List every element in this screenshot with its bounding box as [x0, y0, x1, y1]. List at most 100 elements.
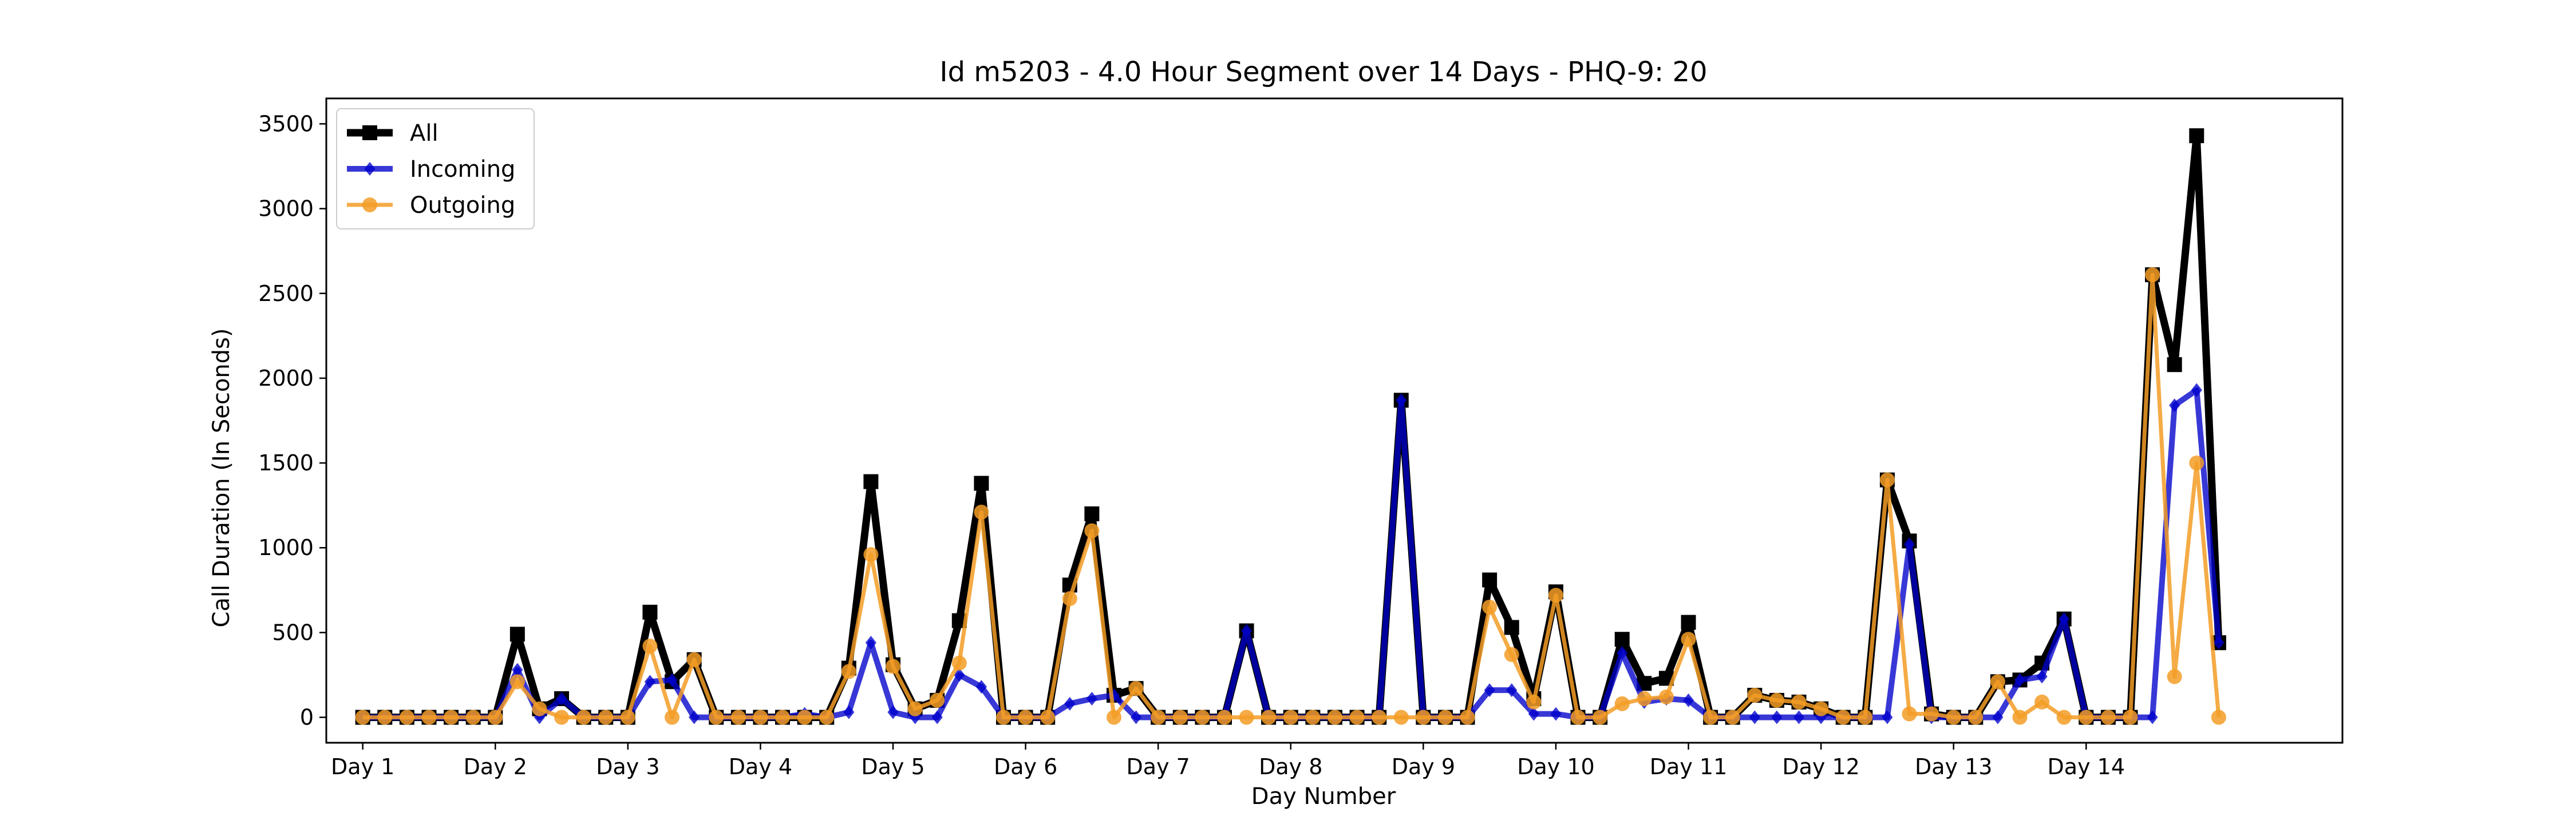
data-point	[1240, 624, 1253, 638]
data-point	[1990, 674, 2005, 690]
data-point	[1327, 710, 1342, 725]
data-point	[2167, 669, 2182, 684]
data-point	[2123, 710, 2138, 725]
x-tick-label: Day 1	[331, 754, 394, 779]
y-tick-label: 2000	[258, 366, 314, 391]
data-point	[1858, 710, 1873, 725]
data-point	[1593, 710, 1608, 725]
x-tick-label: Day 2	[464, 754, 527, 779]
data-point	[1968, 710, 1984, 725]
data-point	[865, 636, 877, 650]
data-point	[1992, 710, 2004, 724]
data-point	[421, 710, 437, 725]
data-point	[1239, 710, 1254, 725]
data-point	[1703, 710, 1718, 725]
x-tick-label: Day 12	[1782, 754, 1859, 779]
data-point	[2059, 612, 2070, 626]
x-tick-label: Day 13	[1915, 754, 1992, 779]
data-point	[362, 125, 377, 140]
data-point	[2169, 398, 2180, 413]
data-point	[1682, 693, 1694, 707]
series-outgoing	[355, 267, 2226, 725]
data-point	[1550, 707, 1562, 721]
data-point	[509, 627, 525, 642]
x-tick-label: Day 4	[729, 754, 792, 779]
data-point	[465, 710, 481, 725]
data-point	[2012, 710, 2028, 725]
data-point	[576, 710, 591, 725]
data-point	[1814, 701, 1829, 716]
legend-label: All	[410, 120, 438, 146]
data-point	[1106, 710, 1121, 725]
data-point	[1749, 710, 1760, 724]
data-point	[2036, 670, 2048, 684]
data-point	[2189, 128, 2204, 144]
data-point	[1614, 632, 1630, 647]
data-point	[843, 705, 855, 719]
x-tick-label: Day 14	[2048, 754, 2125, 779]
data-point	[974, 476, 989, 491]
data-point	[1416, 710, 1431, 725]
data-point	[1305, 710, 1321, 725]
data-point	[1128, 681, 1144, 696]
chart-title: Id m5203 - 4.0 Hour Segment over 14 Days…	[939, 56, 1707, 88]
data-point	[642, 639, 658, 654]
data-point	[2056, 710, 2072, 725]
data-point	[362, 197, 377, 212]
data-point	[1349, 710, 1365, 725]
data-point	[377, 710, 393, 725]
data-point	[863, 547, 879, 562]
data-point	[2211, 710, 2226, 725]
data-point	[556, 691, 567, 706]
data-point	[444, 710, 459, 725]
x-tick-label: Day 10	[1517, 754, 1594, 779]
legend-label: Outgoing	[410, 192, 515, 219]
data-point	[1946, 710, 1961, 725]
data-point	[907, 701, 923, 716]
data-point	[841, 664, 856, 679]
data-point	[1725, 710, 1740, 725]
data-point	[2191, 383, 2202, 397]
data-point	[863, 474, 879, 489]
data-point	[1771, 710, 1783, 724]
data-point	[1084, 506, 1100, 521]
data-point	[1835, 710, 1851, 725]
data-point	[951, 655, 967, 671]
data-point	[1747, 688, 1763, 703]
data-point	[2079, 710, 2094, 725]
data-point	[730, 710, 746, 725]
data-point	[2147, 710, 2158, 724]
data-point	[819, 710, 835, 725]
data-point	[797, 710, 812, 725]
data-point	[1482, 599, 1498, 615]
x-tick-label: Day 5	[861, 754, 924, 779]
data-point	[886, 659, 901, 674]
x-tick-label: Day 8	[1259, 754, 1322, 779]
data-point	[1460, 710, 1475, 725]
data-point	[975, 680, 987, 694]
data-point	[665, 710, 680, 725]
data-point	[1086, 691, 1097, 706]
data-point	[1506, 683, 1518, 698]
data-point	[954, 668, 965, 682]
plot-frame	[325, 97, 2344, 744]
legend: All Incoming Outgoing	[336, 108, 535, 229]
data-point	[1484, 683, 1495, 698]
y-tick-label: 0	[300, 705, 314, 730]
data-point	[1216, 710, 1232, 725]
data-point	[1617, 645, 1628, 660]
data-point	[1393, 710, 1409, 725]
data-point	[775, 710, 791, 725]
y-tick-label: 3000	[258, 196, 314, 221]
data-point	[1882, 710, 1893, 724]
data-point	[399, 710, 414, 725]
data-point	[2014, 673, 2026, 687]
data-point	[554, 710, 570, 725]
data-point	[1084, 523, 1100, 538]
data-point	[887, 705, 899, 719]
data-point	[2145, 267, 2160, 283]
legend-item-incoming: Incoming	[347, 156, 515, 183]
data-point	[1681, 615, 1696, 630]
